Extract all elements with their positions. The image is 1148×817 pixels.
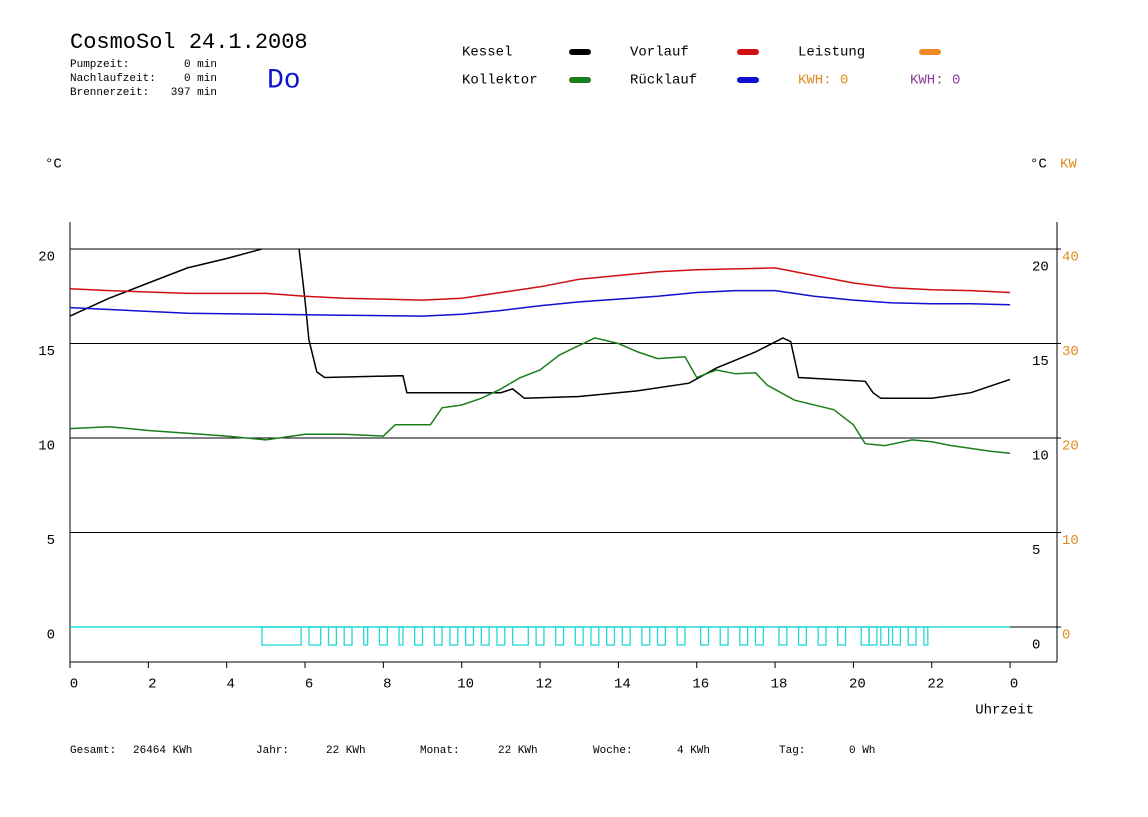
pulse (398, 626, 404, 646)
pulse (449, 626, 459, 646)
legend-label: Leistung (798, 45, 865, 61)
x-tick-label: 6 (305, 677, 313, 693)
y-tick-label: 5 (47, 533, 55, 549)
x-tick-label: 14 (614, 677, 631, 693)
pulse (574, 626, 584, 646)
y2-tick-label: 30 (1062, 344, 1079, 360)
x-tick-label: 12 (536, 677, 553, 693)
y-tick-label-right: 5 (1032, 543, 1040, 559)
series-line (69, 337, 1011, 454)
x-tick-label: 8 (383, 677, 391, 693)
legend-label: Kollektor (462, 73, 538, 89)
stat-label: Pumpzeit: (70, 59, 129, 71)
footer-label: Monat: (420, 745, 460, 757)
pulse (261, 626, 302, 646)
legend-label: Kessel (462, 45, 512, 61)
stat-label: Brennerzeit: (70, 87, 149, 99)
y-tick-label: 0 (47, 628, 55, 644)
series-line (69, 289, 1011, 317)
kwh: KWH: 0 (798, 73, 848, 89)
stat-value: 397 min (171, 87, 217, 99)
y2-power-unit: KW (1060, 157, 1077, 173)
pulse (343, 626, 353, 646)
y-tick-label-right: 0 (1032, 638, 1040, 654)
pulse (817, 626, 827, 646)
pulse (641, 626, 651, 646)
pulse (363, 626, 369, 646)
x-tick-label: 22 (927, 677, 944, 693)
pulse (308, 626, 322, 646)
series-line (69, 267, 1011, 301)
x-tick-label: 18 (771, 677, 788, 693)
stat-value: 0 min (184, 59, 217, 71)
x-tick-label: 0 (70, 677, 78, 693)
y-tick-label-right: 10 (1032, 449, 1049, 465)
y-tick-label: 20 (38, 250, 55, 266)
pulse (605, 626, 616, 646)
stat-value: 0 min (184, 73, 217, 85)
legend-label: Vorlauf (630, 45, 689, 61)
series-line (69, 248, 1011, 400)
pulse (797, 626, 808, 646)
pulse (464, 626, 475, 646)
title: CosmoSol 24.1.2008 (70, 30, 308, 55)
pulse (778, 626, 788, 646)
stat-label: Nachlaufzeit: (70, 73, 156, 85)
y2-tick-label: 20 (1062, 439, 1079, 455)
pulse (880, 626, 890, 646)
day: Do (267, 65, 301, 96)
legend-label: Rücklauf (630, 73, 697, 89)
pulse (590, 626, 600, 646)
pulse (891, 626, 902, 646)
footer-label: Woche: (593, 745, 633, 757)
pulse (480, 626, 490, 646)
y-tick-label: 15 (38, 344, 55, 360)
footer-value: 0 Wh (849, 745, 875, 757)
pulse (535, 626, 545, 646)
x-tick-label: 0 (1010, 677, 1018, 693)
pulse (837, 626, 847, 646)
x-tick-label: 10 (457, 677, 474, 693)
footer-value: 4 KWh (677, 745, 710, 757)
footer-label: Tag: (779, 745, 805, 757)
y2-tick-label: 10 (1062, 533, 1079, 549)
pulse (378, 626, 388, 646)
pulse (511, 626, 529, 646)
y2-tick-label: 40 (1062, 250, 1079, 266)
pulse (699, 626, 710, 646)
pulse (719, 626, 729, 646)
pulse (433, 626, 443, 646)
x-tick-label: 4 (226, 677, 234, 693)
pulse (656, 626, 667, 646)
x-label: Uhrzeit (975, 703, 1034, 719)
footer-value: 22 KWh (498, 745, 538, 757)
footer-label: Gesamt: (70, 745, 116, 757)
pulse (496, 626, 506, 646)
y-tick-label-right: 15 (1032, 354, 1049, 370)
pulse (923, 626, 929, 646)
x-tick-label: 20 (849, 677, 866, 693)
x-tick-label: 2 (148, 677, 156, 693)
kwh: KWH: 0 (910, 73, 960, 89)
y-unit: °C (45, 157, 62, 173)
pulse (739, 626, 749, 646)
footer-value: 26464 KWh (133, 745, 192, 757)
y-tick-label-right: 20 (1032, 260, 1049, 276)
x-tick-label: 16 (692, 677, 709, 693)
pulse (676, 626, 686, 646)
y-tick-label: 10 (38, 439, 55, 455)
pulse (414, 626, 424, 646)
pulse (860, 626, 870, 646)
y2-unit: °C (1030, 157, 1047, 173)
pulse (327, 626, 338, 646)
pulse (621, 626, 631, 646)
footer-label: Jahr: (256, 745, 289, 757)
footer-value: 22 KWh (326, 745, 366, 757)
pulse (754, 626, 764, 646)
pulse (868, 626, 878, 646)
pulse (907, 626, 917, 646)
pulse (555, 626, 565, 646)
y2-tick-label: 0 (1062, 628, 1070, 644)
